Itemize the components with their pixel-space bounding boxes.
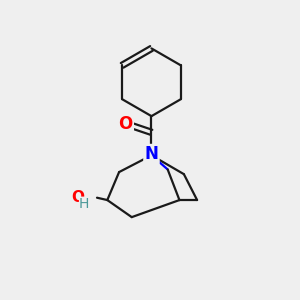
Text: H: H	[79, 196, 89, 211]
Text: O: O	[118, 115, 133, 133]
Text: O: O	[72, 190, 85, 205]
Text: N: N	[145, 145, 158, 163]
